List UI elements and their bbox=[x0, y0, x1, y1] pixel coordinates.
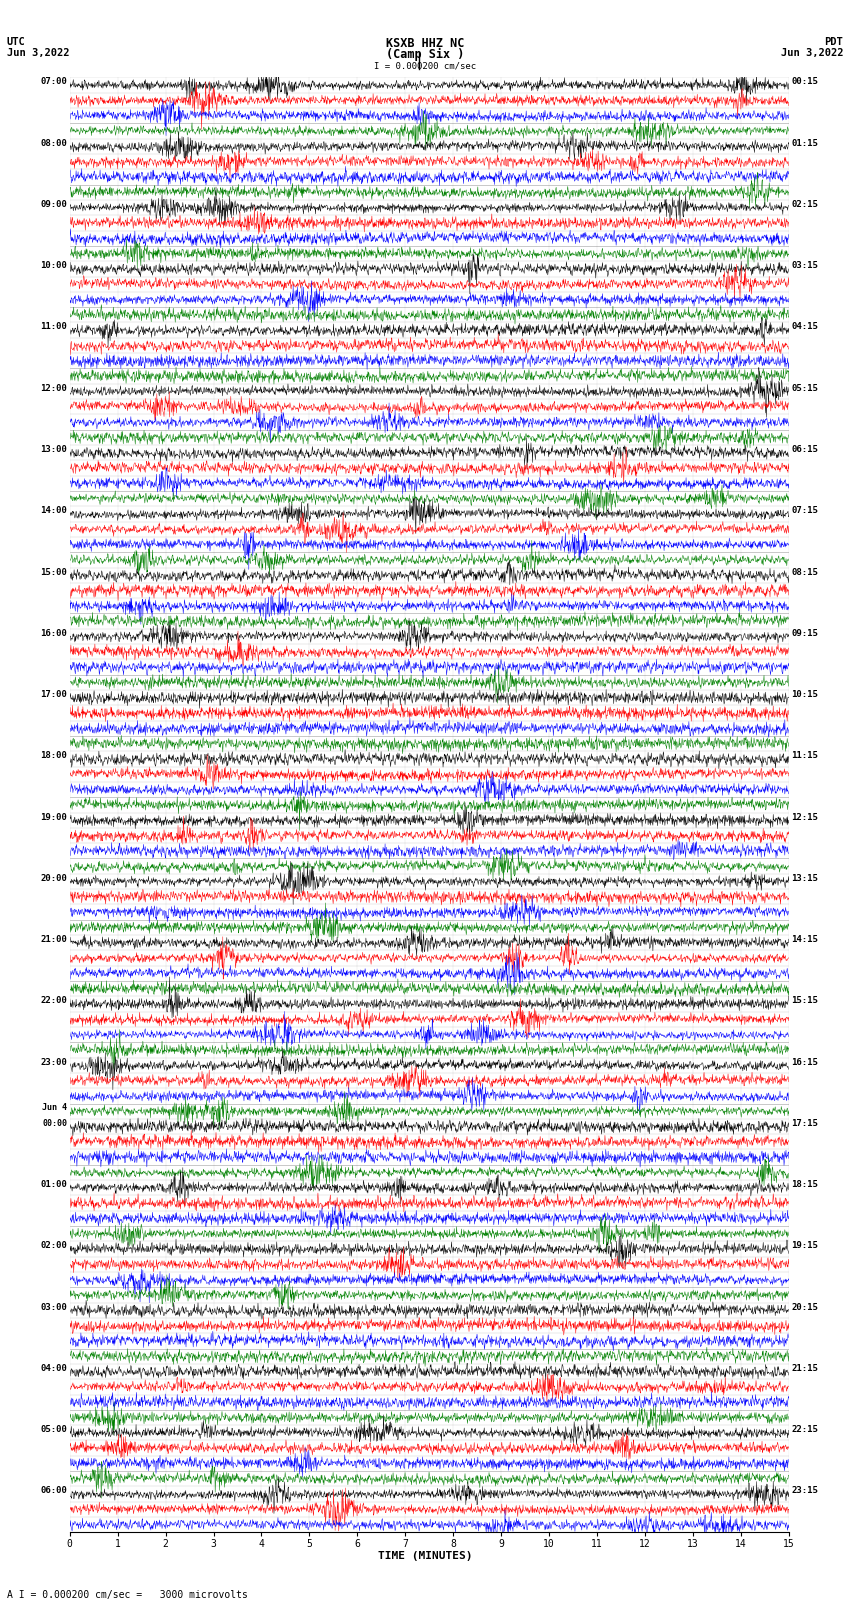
Text: 19:00: 19:00 bbox=[40, 813, 67, 821]
Text: 07:15: 07:15 bbox=[791, 506, 819, 515]
Text: 22:15: 22:15 bbox=[791, 1426, 819, 1434]
Text: Jun 3,2022: Jun 3,2022 bbox=[7, 48, 70, 58]
Text: I = 0.000200 cm/sec: I = 0.000200 cm/sec bbox=[374, 61, 476, 71]
Text: 14:00: 14:00 bbox=[40, 506, 67, 515]
Text: 18:00: 18:00 bbox=[40, 752, 67, 760]
Text: 22:00: 22:00 bbox=[40, 997, 67, 1005]
Text: PDT: PDT bbox=[824, 37, 843, 47]
Text: 20:15: 20:15 bbox=[791, 1303, 819, 1311]
Text: 11:00: 11:00 bbox=[40, 323, 67, 331]
Text: 00:15: 00:15 bbox=[791, 77, 819, 87]
Text: 21:00: 21:00 bbox=[40, 936, 67, 944]
Text: 15:00: 15:00 bbox=[40, 568, 67, 576]
Text: 10:15: 10:15 bbox=[791, 690, 819, 698]
Text: 09:15: 09:15 bbox=[791, 629, 819, 637]
Text: 17:15: 17:15 bbox=[791, 1119, 819, 1127]
Text: 08:15: 08:15 bbox=[791, 568, 819, 576]
Text: 19:15: 19:15 bbox=[791, 1242, 819, 1250]
Text: 06:15: 06:15 bbox=[791, 445, 819, 453]
Text: 03:00: 03:00 bbox=[40, 1303, 67, 1311]
Text: 12:00: 12:00 bbox=[40, 384, 67, 392]
Text: 03:15: 03:15 bbox=[791, 261, 819, 271]
Text: 01:15: 01:15 bbox=[791, 139, 819, 148]
Text: 21:15: 21:15 bbox=[791, 1365, 819, 1373]
Text: (Camp Six ): (Camp Six ) bbox=[386, 48, 464, 61]
Text: 09:00: 09:00 bbox=[40, 200, 67, 210]
Text: 04:15: 04:15 bbox=[791, 323, 819, 331]
Text: 17:00: 17:00 bbox=[40, 690, 67, 698]
Text: 04:00: 04:00 bbox=[40, 1365, 67, 1373]
Text: 05:15: 05:15 bbox=[791, 384, 819, 392]
Text: 02:15: 02:15 bbox=[791, 200, 819, 210]
Text: 23:00: 23:00 bbox=[40, 1058, 67, 1066]
Text: Jun 3,2022: Jun 3,2022 bbox=[780, 48, 843, 58]
Text: 16:15: 16:15 bbox=[791, 1058, 819, 1066]
Text: 00:00: 00:00 bbox=[42, 1119, 67, 1127]
Text: 14:15: 14:15 bbox=[791, 936, 819, 944]
Text: 13:15: 13:15 bbox=[791, 874, 819, 882]
Text: 18:15: 18:15 bbox=[791, 1181, 819, 1189]
Text: KSXB HHZ NC: KSXB HHZ NC bbox=[386, 37, 464, 50]
Text: TIME (MINUTES): TIME (MINUTES) bbox=[377, 1552, 473, 1561]
Text: Jun 4: Jun 4 bbox=[42, 1103, 67, 1113]
Text: 07:00: 07:00 bbox=[40, 77, 67, 87]
Text: 05:00: 05:00 bbox=[40, 1426, 67, 1434]
Text: 13:00: 13:00 bbox=[40, 445, 67, 453]
Text: 12:15: 12:15 bbox=[791, 813, 819, 821]
Text: A I = 0.000200 cm/sec =   3000 microvolts: A I = 0.000200 cm/sec = 3000 microvolts bbox=[7, 1590, 247, 1600]
Text: 10:00: 10:00 bbox=[40, 261, 67, 271]
Text: 01:00: 01:00 bbox=[40, 1181, 67, 1189]
Text: 23:15: 23:15 bbox=[791, 1487, 819, 1495]
Text: 08:00: 08:00 bbox=[40, 139, 67, 148]
Text: UTC: UTC bbox=[7, 37, 26, 47]
Text: 16:00: 16:00 bbox=[40, 629, 67, 637]
Text: 15:15: 15:15 bbox=[791, 997, 819, 1005]
Text: 06:00: 06:00 bbox=[40, 1487, 67, 1495]
Text: 20:00: 20:00 bbox=[40, 874, 67, 882]
Text: 02:00: 02:00 bbox=[40, 1242, 67, 1250]
Text: 11:15: 11:15 bbox=[791, 752, 819, 760]
